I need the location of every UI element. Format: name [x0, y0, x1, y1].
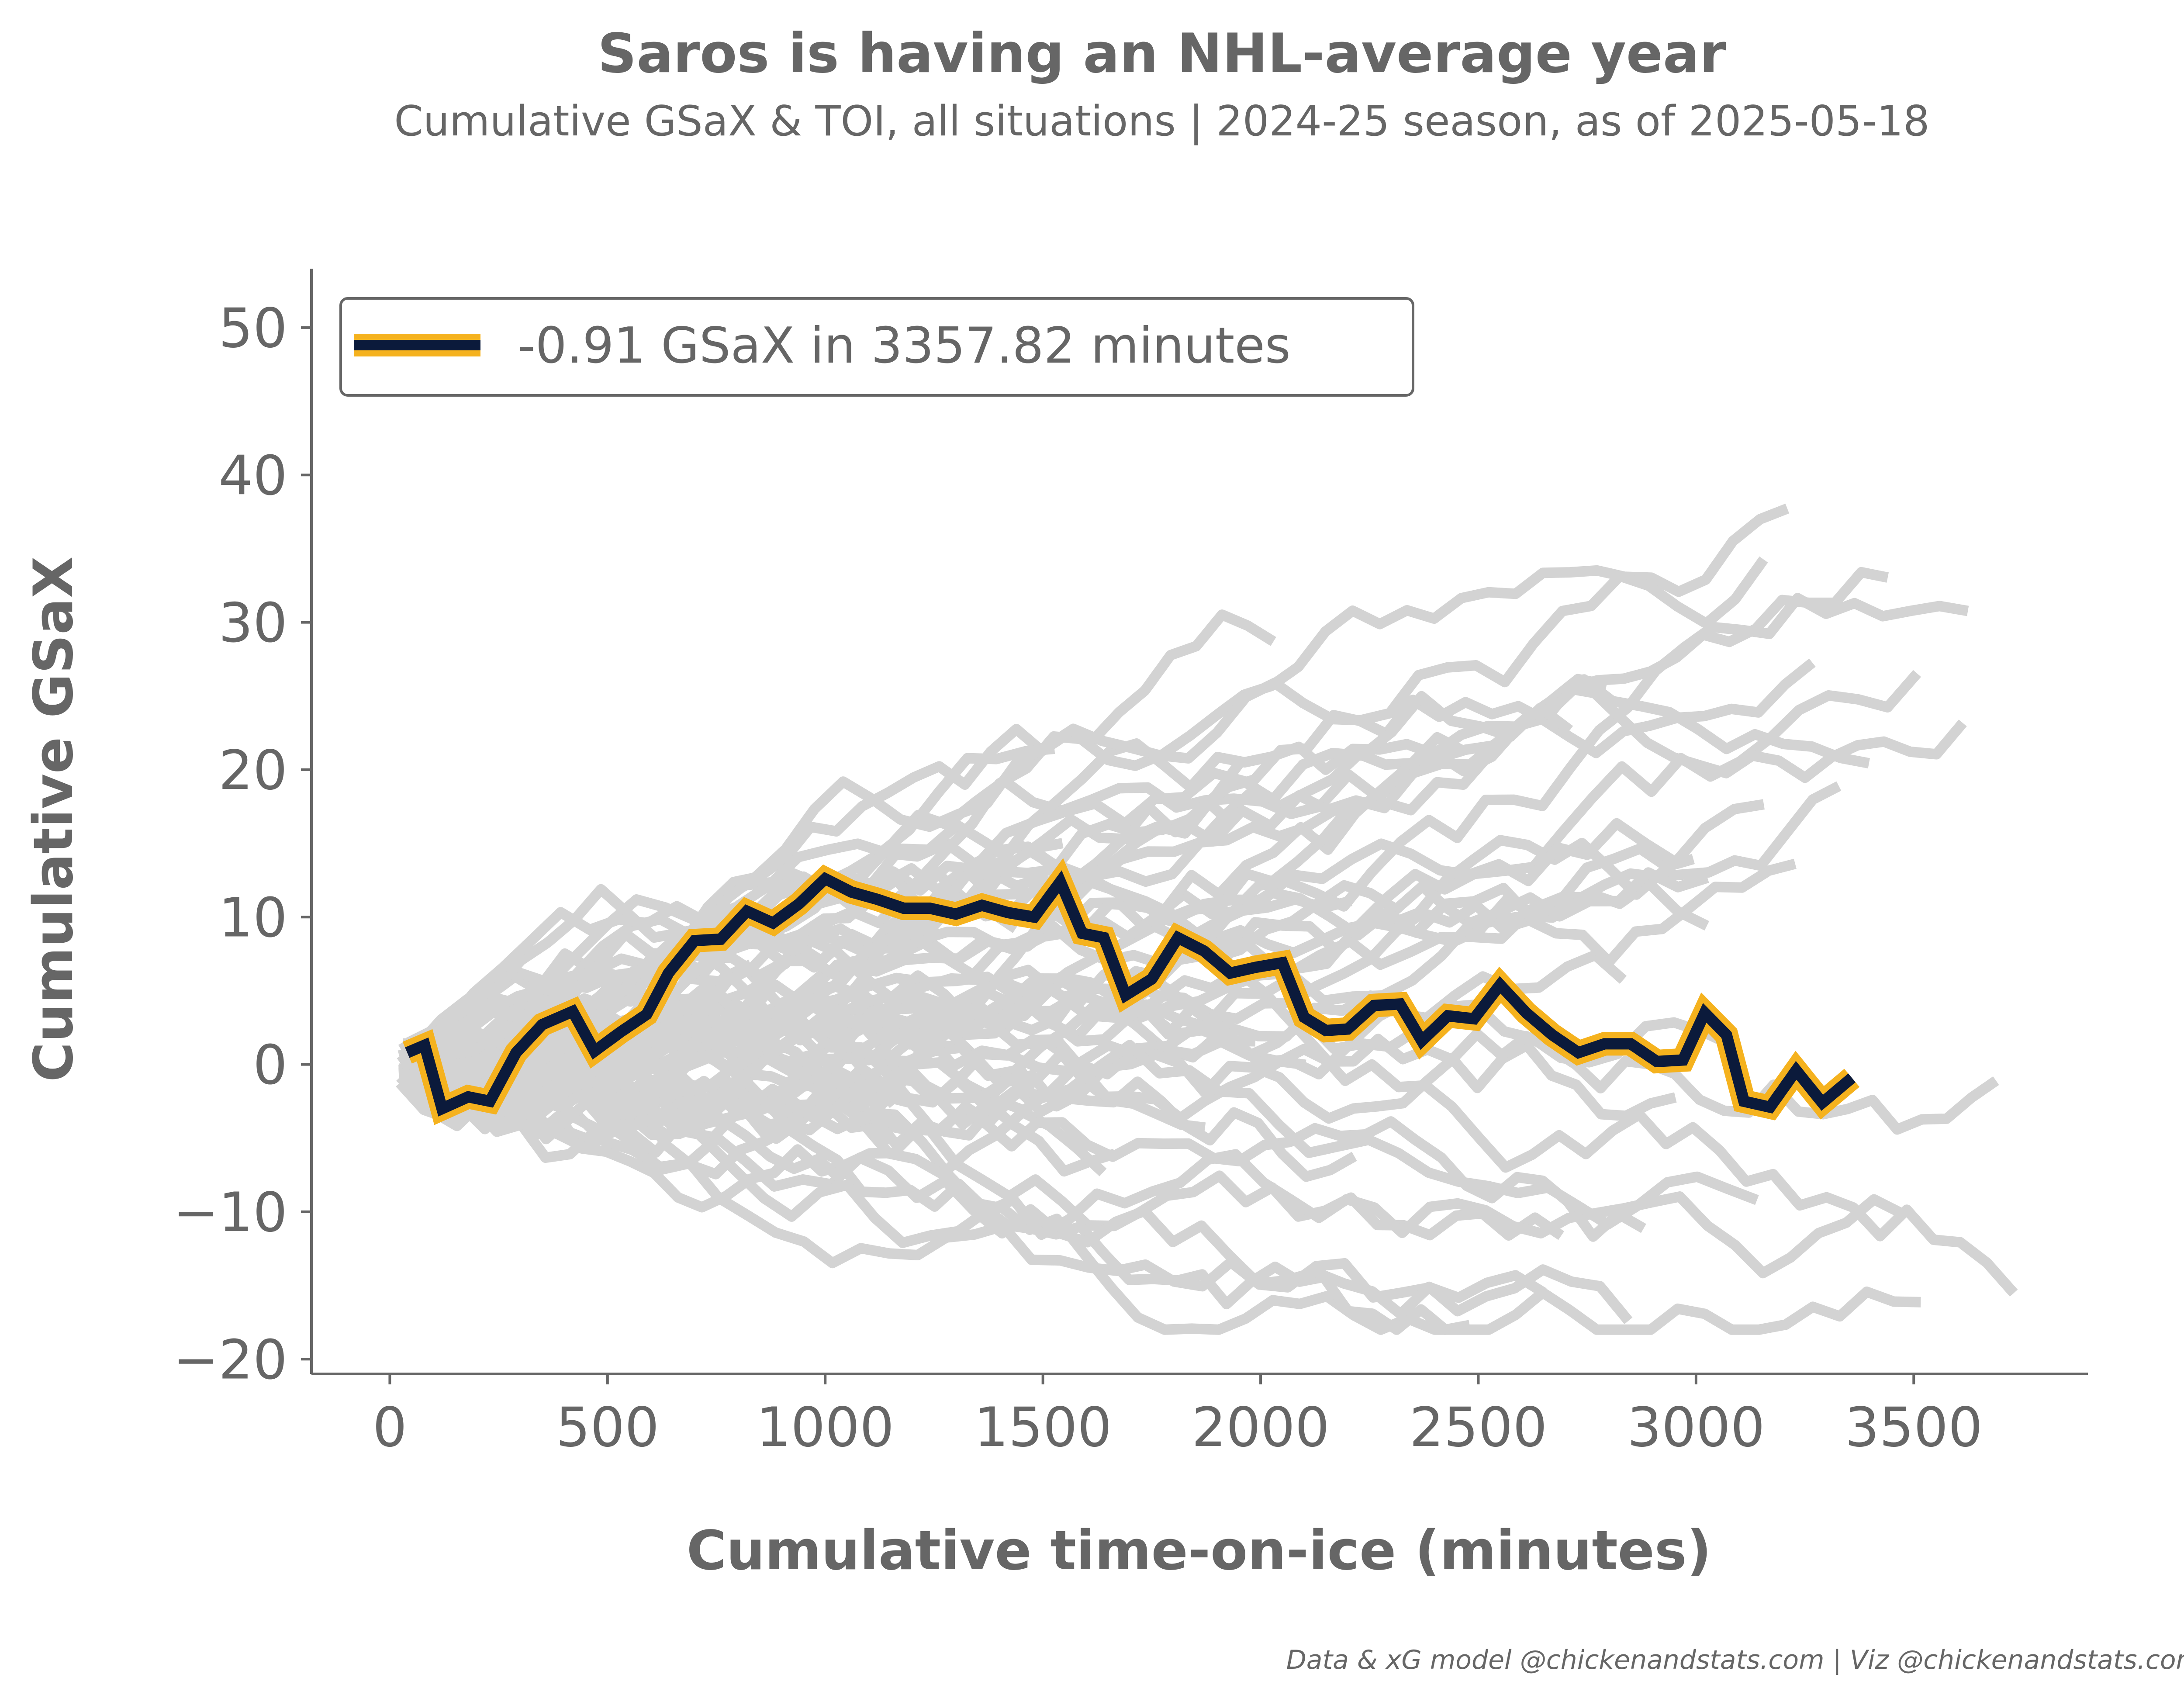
- x-tick-label: 2500: [1410, 1396, 1548, 1459]
- comparison-goalie-line: [411, 1015, 1759, 1230]
- x-axis-title: Cumulative time-on-ice (minutes): [687, 1519, 1711, 1582]
- comparison-goalie-line: [414, 1014, 1068, 1109]
- y-tick-label: 40: [218, 444, 287, 507]
- chart-subtitle: Cumulative GSaX & TOI, all situations | …: [394, 97, 1929, 145]
- x-tick-label: 3500: [1845, 1396, 1983, 1459]
- comparison-goalie-line: [402, 1055, 1633, 1325]
- comparison-goalie-line: [406, 755, 1247, 1086]
- comparison-goalie-line: [399, 889, 1353, 1070]
- x-axis-ticks: 0 500 1000 1500 2000 2500 3000 3500: [373, 1374, 1983, 1459]
- highlight-series-line: [402, 858, 1860, 1125]
- comparison-goalie-line: [410, 843, 1695, 1053]
- comparison-goalie-lines: [396, 503, 2018, 1335]
- y-tick-label: −20: [173, 1328, 287, 1391]
- y-tick-label: 30: [218, 592, 287, 655]
- y-tick-label: 0: [253, 1034, 287, 1097]
- x-tick-label: 3000: [1627, 1396, 1765, 1459]
- highlight-series-path: [405, 870, 1856, 1117]
- y-axis-title: Cumulative GSaX: [22, 556, 85, 1082]
- legend-box: [339, 297, 1414, 397]
- x-tick-label: 500: [556, 1396, 659, 1459]
- y-tick-label: −10: [173, 1181, 287, 1244]
- y-tick-label: 20: [218, 739, 287, 802]
- source-caption: Data & xG model @chickenandstats.com | V…: [1286, 1645, 2184, 1675]
- comparison-goalie-line: [410, 1028, 1999, 1135]
- chart-title: Saros is having an NHL-average year: [598, 22, 1726, 85]
- x-tick-label: 1500: [974, 1396, 1112, 1459]
- legend: -0.91 GSaX in 3357.82 minutes: [339, 297, 1414, 397]
- x-tick-label: 0: [373, 1396, 407, 1459]
- x-tick-label: 2000: [1192, 1396, 1330, 1459]
- comparison-goalie-line: [404, 1006, 1029, 1135]
- y-axis-ticks: −20 −10 0 10 20 30 40 50: [173, 297, 311, 1391]
- x-tick-label: 1000: [756, 1396, 894, 1459]
- y-tick-label: 50: [218, 297, 287, 360]
- legend-entry-label: -0.91 GSaX in 3357.82 minutes: [518, 317, 1291, 374]
- y-tick-label: 10: [218, 886, 287, 949]
